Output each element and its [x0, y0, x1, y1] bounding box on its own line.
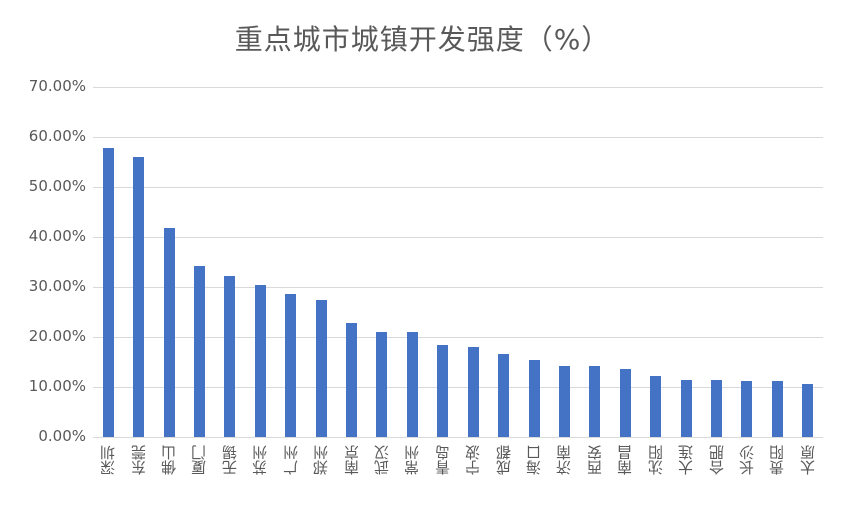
gridline [93, 387, 823, 388]
x-tick-label: 太原 [798, 445, 817, 475]
x-tick-label: 沈阳 [646, 445, 665, 475]
bar [406, 332, 418, 437]
y-tick-label: 10.00% [28, 377, 86, 395]
y-tick-label: 60.00% [28, 127, 86, 145]
x-tick-label: 长沙 [737, 445, 756, 475]
x-tick-label: 济南 [555, 445, 574, 475]
bar [193, 266, 205, 437]
x-tick-label: 南昌 [616, 445, 635, 475]
bar [102, 148, 114, 437]
gridline [93, 137, 823, 138]
x-tick-label: 苏州 [251, 445, 270, 475]
bar [771, 381, 783, 437]
y-tick-label: 50.00% [28, 177, 86, 195]
gridline [93, 287, 823, 288]
x-tick-label: 广州 [281, 445, 300, 475]
x-tick-label: 南京 [342, 445, 361, 475]
x-tick-label: 无锡 [220, 445, 239, 475]
gridline [93, 187, 823, 188]
x-tick-label: 宁波 [464, 445, 483, 475]
bar [315, 300, 327, 437]
x-tick-label: 海口 [525, 445, 544, 475]
gridline [93, 237, 823, 238]
bar [558, 366, 570, 437]
x-tick-label: 常州 [403, 445, 422, 475]
gridline [93, 337, 823, 338]
x-tick-label: 深圳 [99, 445, 118, 475]
bar [133, 157, 145, 437]
bar [528, 360, 540, 437]
y-tick-label: 20.00% [28, 327, 86, 345]
chart-title: 重点城市城镇开发强度（%） [234, 23, 611, 56]
plot-area [93, 87, 823, 438]
x-tick-label: 贵阳 [768, 445, 787, 475]
bar [346, 323, 358, 437]
x-tick-label: 大连 [677, 445, 696, 475]
bar [467, 347, 479, 437]
bar [376, 332, 388, 437]
bar [802, 384, 814, 437]
x-tick-label: 西安 [585, 445, 604, 475]
gridline [93, 87, 823, 88]
x-tick-label: 厦门 [190, 445, 209, 475]
bar [437, 345, 449, 437]
bar [254, 285, 266, 437]
bar [711, 380, 723, 437]
bar [650, 376, 662, 437]
bar [619, 369, 631, 437]
bar [224, 276, 236, 437]
bar [680, 380, 692, 437]
bar [163, 228, 175, 437]
bar [498, 354, 510, 437]
bar [285, 294, 297, 437]
x-tick-label: 东莞 [129, 445, 148, 475]
x-tick-label: 佛山 [160, 445, 179, 475]
x-tick-label: 合肥 [707, 445, 726, 475]
x-tick-label: 郑州 [312, 445, 331, 475]
y-tick-label: 0.00% [38, 427, 86, 445]
y-tick-label: 40.00% [28, 227, 86, 245]
y-tick-label: 70.00% [28, 77, 86, 95]
x-tick-label: 青岛 [433, 445, 452, 475]
bar [589, 366, 601, 437]
y-tick-label: 30.00% [28, 277, 86, 295]
x-tick-label: 成都 [494, 445, 513, 475]
gridline [93, 437, 823, 438]
x-tick-label: 武汉 [372, 445, 391, 475]
bar [741, 381, 753, 437]
